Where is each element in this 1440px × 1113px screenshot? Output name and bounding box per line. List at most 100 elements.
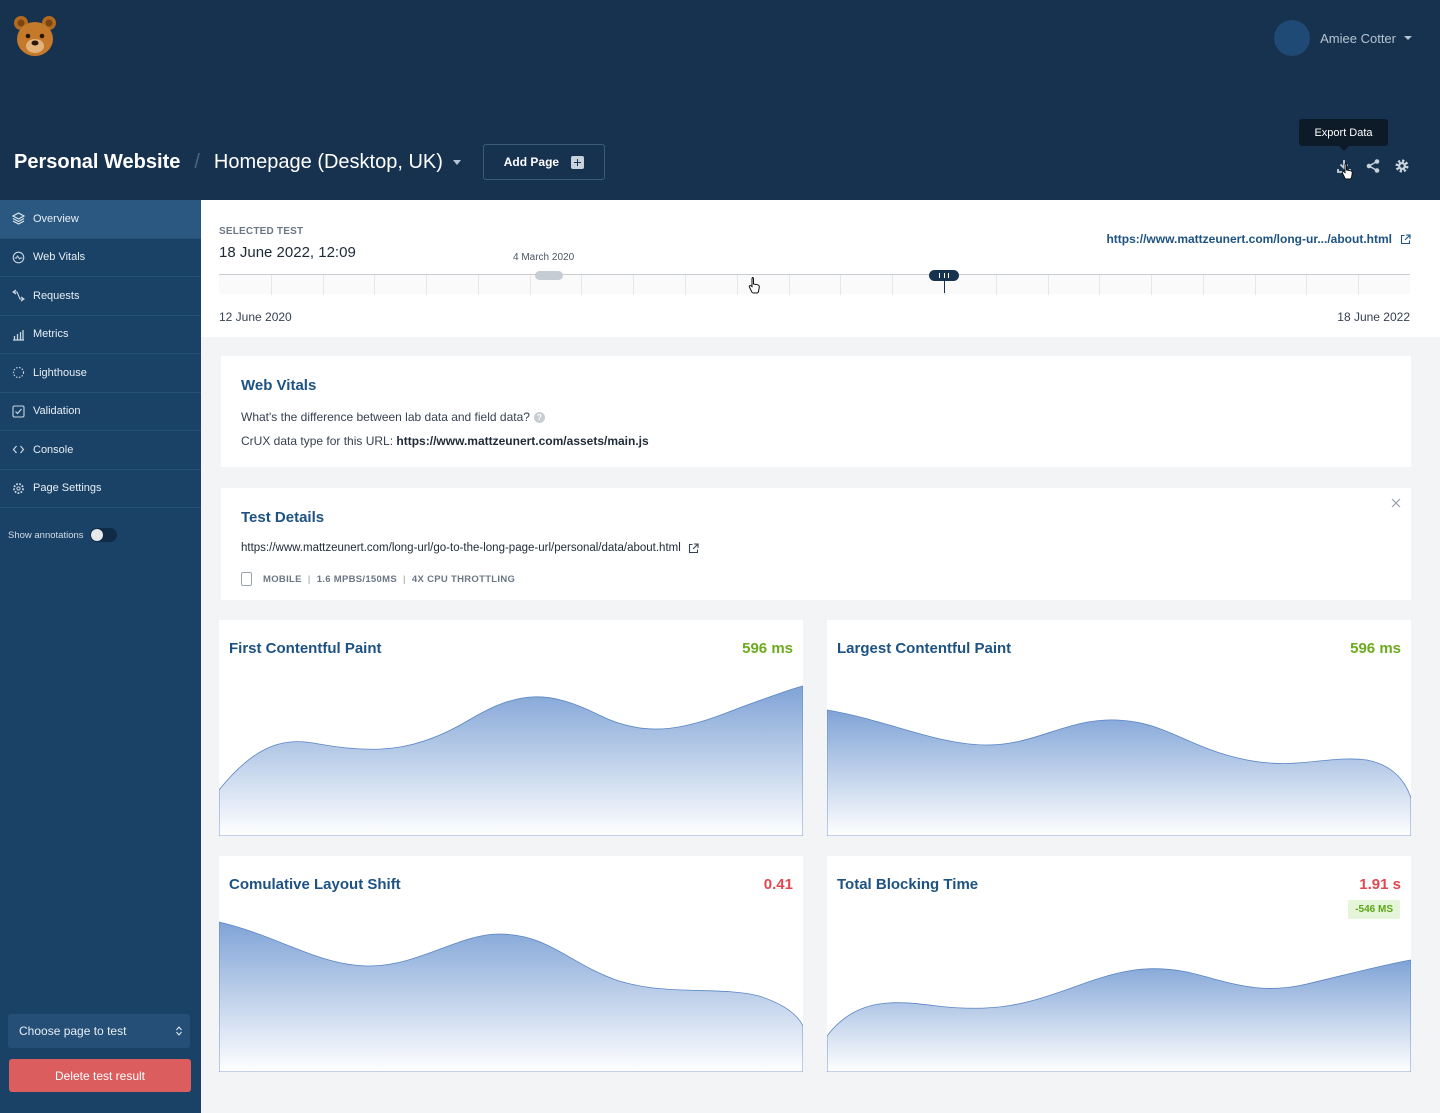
test-url-link[interactable]: https://www.mattzeunert.com/long-ur.../a… [1106,232,1411,246]
timeline-tick [271,275,272,295]
cpu-label: 4X CPU THROTTLING [411,573,516,585]
separator: | [402,573,406,585]
selected-test-marker [944,281,945,293]
timeline-hover-handle[interactable] [535,271,563,280]
metric-card-cls[interactable]: Comulative Layout Shift 0.41 [219,856,803,1072]
sidebar-item-label: Page Settings [33,482,102,495]
metric-title: Total Blocking Time [837,876,979,893]
timeline-track[interactable] [219,274,1410,295]
lab-vs-field-text: What's the difference between lab data a… [241,410,530,424]
sidebar: Overview Web Vitals Requests Metrics Lig… [0,200,201,1113]
timeline-tick [1099,275,1100,295]
gear-icon[interactable] [1392,156,1412,176]
test-settings: MOBILE | 1.6 MPBS/150MS | 4X CPU THROTTL… [241,572,515,586]
choose-page-placeholder: Choose page to test [19,1024,127,1038]
timeline-tick [1151,275,1152,295]
metric-card-lcp[interactable]: Largest Contentful Paint 596 ms [827,620,1411,836]
sidebar-item-requests[interactable]: Requests [0,277,201,316]
sidebar-item-overview[interactable]: Overview [0,200,201,239]
pointer-cursor-icon [748,277,760,294]
selected-test-label: SELECTED TEST [219,226,304,237]
checkbox-icon [10,403,26,419]
selected-test-handle[interactable] [929,270,959,281]
breadcrumb-separator: / [194,150,200,173]
network-label: 1.6 MPBS/150MS [316,573,397,585]
metric-delta-badge: -546 MS [1348,900,1400,919]
sidebar-item-label: Overview [33,212,79,225]
close-icon[interactable] [1389,496,1403,510]
bear-logo-icon[interactable] [12,14,58,60]
requests-icon [10,288,26,304]
code-icon [10,442,26,458]
metric-value: 596 ms [1350,640,1401,657]
timeline-start-date: 12 June 2020 [219,310,292,324]
timeline-tick [633,275,634,295]
test-url[interactable]: https://www.mattzeunert.com/long-url/go-… [241,542,699,554]
layers-icon [10,211,26,227]
chevron-down-icon[interactable] [452,159,461,165]
chevron-down-icon [1404,36,1412,40]
timeline-tick [426,275,427,295]
grip-icon [939,273,949,278]
timeline-tick [789,275,790,295]
crux-url: https://www.mattzeunert.com/assets/main.… [396,434,649,448]
lighthouse-icon [10,365,26,381]
site-title[interactable]: Personal Website [14,150,181,173]
page-selector[interactable]: Homepage (Desktop, UK) [213,150,443,173]
crux-prefix: CrUX data type for this URL: [241,434,394,448]
metric-title: Largest Contentful Paint [837,640,1012,657]
timeline-tick [323,275,324,295]
sidebar-item-lighthouse[interactable]: Lighthouse [0,354,201,393]
sidebar-item-console[interactable]: Console [0,431,201,470]
user-menu[interactable]: Amiee Cotter [1274,20,1412,56]
timeline-tick [892,275,893,295]
test-url-text: https://www.mattzeunert.com/long-ur.../a… [1106,232,1392,246]
bar-chart-icon [10,326,26,342]
metric-value: 0.41 [763,876,793,893]
choose-page-select[interactable]: Choose page to test [8,1014,190,1048]
avatar[interactable] [1274,20,1311,56]
external-link-icon [1400,233,1411,244]
timeline-tick [1203,275,1204,295]
show-annotations-toggle[interactable] [89,528,117,542]
pointer-cursor-icon [1341,163,1353,180]
sidebar-item-label: Validation [33,405,81,418]
header-actions [1334,156,1421,176]
sidebar-item-metrics[interactable]: Metrics [0,316,201,354]
share-icon[interactable] [1363,156,1383,176]
metric-card-fcp[interactable]: First Contentful Paint 596 ms [219,620,803,836]
sidebar-item-validation[interactable]: Validation [0,393,201,431]
timeline-tick [1048,275,1049,295]
timeline-tick [840,275,841,295]
external-link-icon [688,542,699,553]
sidebar-item-label: Lighthouse [33,366,87,379]
hover-date-tooltip: 4 March 2020 [513,252,575,263]
user-name[interactable]: Amiee Cotter [1320,30,1396,46]
timeline-tick [581,275,582,295]
select-arrows-icon [176,1026,182,1036]
sidebar-item-page-settings[interactable]: Page Settings [0,470,201,508]
add-page-button[interactable]: Add Page [482,144,605,180]
help-icon[interactable]: ? [533,411,545,423]
cls-area-chart [219,921,803,1072]
web-vitals-card: Web Vitals What's the difference between… [221,356,1411,467]
delete-test-result-button[interactable]: Delete test result [9,1059,191,1092]
metric-card-tbt[interactable]: Total Blocking Time 1.91 s -546 MS [827,856,1411,1072]
timeline-end-date: 18 June 2022 [1337,310,1410,324]
test-timeline-panel: SELECTED TEST 18 June 2022, 12:09 https:… [201,200,1440,337]
top-header: Amiee Cotter Personal Website / Homepage… [0,0,1440,200]
timeline-tick [737,275,738,295]
lab-vs-field-question: What's the difference between lab data a… [241,410,545,424]
breadcrumb: Personal Website / Homepage (Desktop, UK… [14,144,605,180]
gear-icon [10,480,26,496]
sidebar-item-web-vitals[interactable]: Web Vitals [0,239,201,277]
sidebar-item-label: Metrics [33,328,69,341]
timeline-tick [685,275,686,295]
export-data-tooltip: Export Data [1299,119,1388,151]
timeline-tick [530,275,531,295]
web-vitals-title: Web Vitals [241,377,317,394]
metric-value: 1.91 s [1359,876,1401,893]
selected-test-date: 18 June 2022, 12:09 [219,244,356,261]
fcp-area-chart [219,685,803,836]
timeline-tick [478,275,479,295]
